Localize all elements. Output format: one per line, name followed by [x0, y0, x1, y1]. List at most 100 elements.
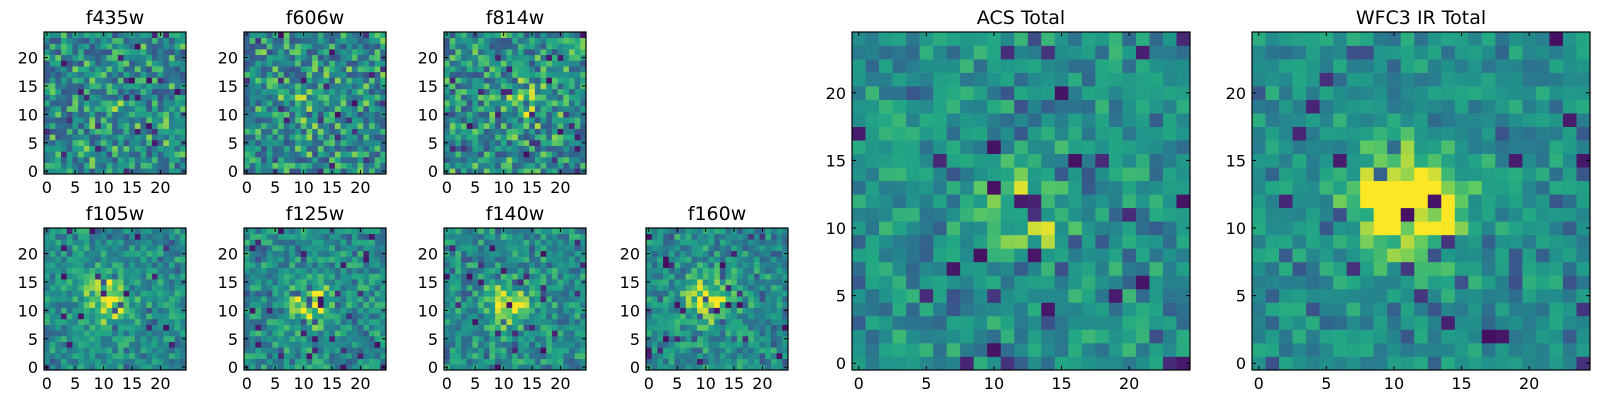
y-tick-label: 5 [228, 330, 238, 349]
panel-title: f125w [286, 203, 345, 225]
x-tick-label: 10 [984, 374, 1004, 393]
panel-title: f105w [86, 203, 145, 225]
y-tick-label: 15 [418, 77, 438, 96]
x-tick-label: 0 [42, 178, 52, 197]
x-tick-label: 20 [1119, 374, 1139, 393]
axes-frame [243, 31, 387, 175]
x-tick-label: 5 [1321, 374, 1331, 393]
y-tick-label: 5 [428, 134, 438, 153]
y-tick-label: 20 [218, 245, 238, 264]
y-tick-label: 0 [428, 162, 438, 181]
y-tick-label: 5 [28, 134, 38, 153]
panel-wfc3-ir-total: 0 5 10 15 20 0 5 10 15 20 WFC3 IR Total [1226, 7, 1591, 393]
axes-frame [851, 31, 1191, 371]
y-tick-label: 10 [418, 301, 438, 320]
x-tick-label: 5 [470, 178, 480, 197]
y-tick-label: 0 [228, 162, 238, 181]
panel-title: WFC3 IR Total [1356, 7, 1486, 29]
y-tick-label: 15 [620, 273, 640, 292]
y-tick-label: 20 [18, 245, 38, 264]
x-tick-label: 0 [242, 178, 252, 197]
x-tick-label: 5 [270, 374, 280, 393]
y-tick-label: 10 [218, 105, 238, 124]
y-tick-label: 0 [630, 358, 640, 377]
x-tick-label: 10 [93, 374, 113, 393]
y-tick-label: 15 [826, 151, 846, 170]
y-tick-label: 15 [218, 273, 238, 292]
axes-frame [443, 227, 587, 371]
y-tick-label: 0 [28, 358, 38, 377]
x-tick-label: 15 [724, 374, 744, 393]
x-tick-label: 10 [493, 374, 513, 393]
x-tick-label: 15 [122, 374, 142, 393]
y-tick-label: 15 [18, 273, 38, 292]
y-tick-label: 5 [228, 134, 238, 153]
x-tick-label: 5 [672, 374, 682, 393]
y-tick-label: 0 [228, 358, 238, 377]
x-tick-label: 10 [493, 178, 513, 197]
x-tick-label: 15 [122, 178, 142, 197]
panel-title: f160w [688, 203, 747, 225]
x-tick-label: 20 [752, 374, 772, 393]
x-tick-label: 0 [1254, 374, 1264, 393]
axes-frame [243, 227, 387, 371]
x-tick-label: 0 [442, 374, 452, 393]
y-tick-label: 15 [18, 77, 38, 96]
y-tick-label: 0 [28, 162, 38, 181]
y-tick-label: 0 [428, 358, 438, 377]
axes-frame [443, 31, 587, 175]
x-tick-label: 15 [522, 374, 542, 393]
y-tick-label: 5 [630, 330, 640, 349]
x-tick-label: 15 [1051, 374, 1071, 393]
y-tick-label: 10 [18, 105, 38, 124]
panel-title: f814w [486, 7, 545, 29]
y-tick-label: 5 [28, 330, 38, 349]
x-tick-label: 20 [550, 374, 570, 393]
y-tick-label: 20 [418, 245, 438, 264]
x-tick-label: 15 [322, 374, 342, 393]
y-tick-label: 20 [18, 49, 38, 68]
axes-frame [645, 227, 789, 371]
y-tick-label: 10 [1226, 219, 1246, 238]
x-tick-label: 15 [1451, 374, 1471, 393]
x-tick-label: 0 [42, 374, 52, 393]
y-tick-label: 5 [428, 330, 438, 349]
x-tick-label: 0 [242, 374, 252, 393]
axes-frame [43, 31, 187, 175]
x-tick-label: 5 [921, 374, 931, 393]
x-tick-label: 20 [550, 178, 570, 197]
y-tick-label: 0 [836, 354, 846, 373]
x-tick-label: 0 [442, 178, 452, 197]
x-tick-label: 0 [644, 374, 654, 393]
y-tick-label: 5 [836, 287, 846, 306]
axes-frame [1251, 31, 1591, 371]
y-tick-label: 5 [1236, 287, 1246, 306]
panel-title: f140w [486, 203, 545, 225]
y-tick-label: 20 [620, 245, 640, 264]
x-tick-label: 10 [293, 178, 313, 197]
y-tick-label: 15 [418, 273, 438, 292]
y-tick-label: 10 [18, 301, 38, 320]
x-tick-label: 20 [350, 374, 370, 393]
axes-frame [43, 227, 187, 371]
y-tick-label: 20 [218, 49, 238, 68]
panel-title: f606w [286, 7, 345, 29]
x-tick-label: 5 [70, 178, 80, 197]
y-tick-label: 10 [418, 105, 438, 124]
y-tick-label: 15 [1226, 151, 1246, 170]
x-tick-label: 20 [150, 374, 170, 393]
y-tick-label: 20 [418, 49, 438, 68]
y-tick-label: 20 [1226, 84, 1246, 103]
x-tick-label: 20 [1519, 374, 1539, 393]
y-tick-label: 10 [218, 301, 238, 320]
y-tick-label: 10 [826, 219, 846, 238]
x-tick-label: 5 [270, 178, 280, 197]
x-tick-label: 15 [522, 178, 542, 197]
x-tick-label: 10 [695, 374, 715, 393]
x-tick-label: 15 [322, 178, 342, 197]
y-tick-label: 0 [1236, 354, 1246, 373]
